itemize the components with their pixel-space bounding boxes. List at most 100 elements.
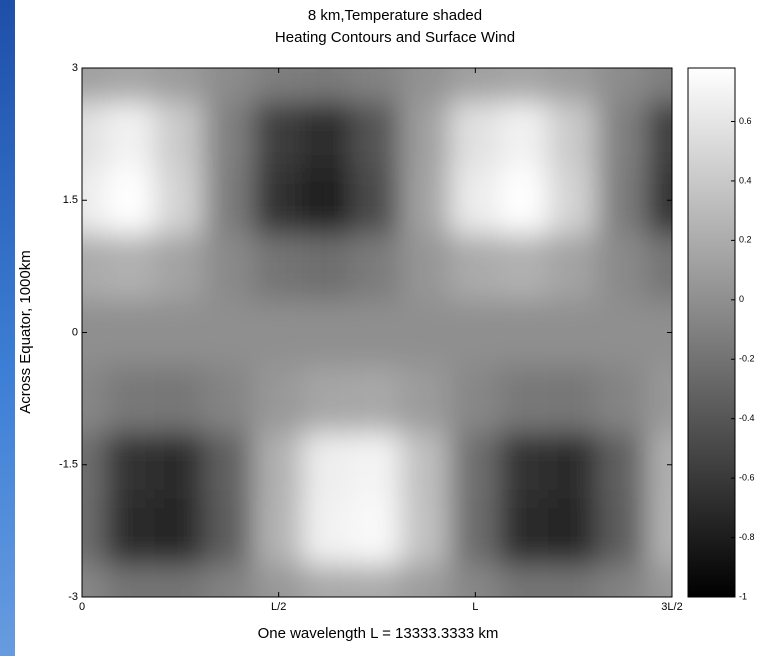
field-cell	[351, 496, 403, 565]
field-cell	[400, 562, 452, 597]
field-cell	[498, 232, 551, 301]
y-tick-label: 0	[72, 326, 78, 338]
y-tick-label: -1.5	[59, 459, 78, 471]
field-cell	[646, 232, 672, 301]
x-axis-label: One wavelength L = 13333.3333 km	[258, 625, 499, 642]
field-cell	[548, 364, 600, 433]
field-cell	[203, 562, 256, 597]
field-cell	[253, 166, 305, 235]
field-cell	[154, 562, 206, 597]
field-cell	[154, 430, 206, 499]
field-cell	[154, 100, 206, 169]
field-cell	[498, 68, 551, 103]
field-cell	[302, 68, 354, 103]
x-tick-label: L	[472, 601, 478, 613]
field-cell	[351, 562, 403, 597]
field-cell	[154, 232, 206, 301]
colorbar-tick-label: -0.8	[739, 532, 755, 542]
field-cell	[646, 364, 672, 433]
field-cell	[498, 496, 551, 565]
field-cell	[253, 562, 305, 597]
field-cell	[203, 68, 256, 103]
field-cell	[548, 68, 600, 103]
field-cell	[154, 166, 206, 235]
field-cell	[597, 68, 649, 103]
field-cell	[105, 364, 157, 433]
y-tick-label: 1.5	[63, 194, 78, 206]
field-cell	[105, 430, 157, 499]
colorbar-tick-label: 0.4	[739, 175, 752, 185]
axes: 0 L/2 L 3L/2 -3 -1.5 0 1.5 3 -1 -0.8 -0.6 -0.4 -0.2 0 0…	[59, 62, 754, 613]
field-cell	[646, 68, 672, 103]
colorbar	[687, 67, 736, 598]
field-cell	[597, 100, 649, 169]
field-cell	[400, 68, 452, 103]
x-tick-label: 0	[79, 601, 85, 613]
field-cell	[203, 298, 256, 367]
field-cell	[302, 496, 354, 565]
field-cell	[302, 298, 354, 367]
field-cell	[154, 496, 206, 565]
field-cell	[105, 166, 157, 235]
field-cell	[253, 232, 305, 301]
chart-title: 8 km,Temperature shaded	[308, 7, 482, 24]
field-cell	[82, 562, 108, 597]
field-cell	[400, 166, 452, 235]
field-cell	[400, 364, 452, 433]
field-cell	[400, 430, 452, 499]
field-cell	[449, 364, 501, 433]
field-cell	[302, 232, 354, 301]
field-cell	[154, 364, 206, 433]
field-cell	[302, 430, 354, 499]
field-cell	[646, 496, 672, 565]
field	[82, 68, 672, 597]
field-cell	[597, 298, 649, 367]
field-cell	[351, 68, 403, 103]
field-cell	[105, 496, 157, 565]
field-cell	[498, 166, 551, 235]
field-cell	[82, 364, 108, 433]
field-cell	[498, 100, 551, 169]
field-cell	[449, 68, 501, 103]
field-cell	[203, 232, 256, 301]
field-cell	[82, 496, 108, 565]
field-cell	[203, 364, 256, 433]
field-cell	[253, 68, 305, 103]
field-cell	[449, 100, 501, 169]
field-cell	[548, 100, 600, 169]
field-cell	[203, 100, 256, 169]
field-cell	[449, 496, 501, 565]
field-cell	[449, 166, 501, 235]
field-cell	[302, 100, 354, 169]
colorbar-tick-label: 0	[739, 294, 744, 304]
field-cell	[548, 166, 600, 235]
x-tick-label: 3L/2	[661, 601, 682, 613]
y-tick-label: -3	[68, 591, 78, 603]
field-cell	[302, 166, 354, 235]
field-cell	[449, 232, 501, 301]
field-cell	[449, 562, 501, 597]
field-cell	[253, 430, 305, 499]
field-cell	[105, 298, 157, 367]
field-cell	[498, 298, 551, 367]
field-cell	[253, 298, 305, 367]
field-cell	[449, 430, 501, 499]
field-cell	[351, 364, 403, 433]
field-cell	[253, 496, 305, 565]
field-cell	[154, 298, 206, 367]
field-cell	[351, 166, 403, 235]
field-cell	[597, 166, 649, 235]
field-cell	[646, 100, 672, 169]
field-cell	[548, 430, 600, 499]
field-cell	[400, 100, 452, 169]
field-cell	[351, 430, 403, 499]
field-cell	[154, 68, 206, 103]
field-cells	[82, 68, 672, 597]
field-cell	[548, 298, 600, 367]
field-cell	[105, 562, 157, 597]
field-cell	[400, 232, 452, 301]
field-cell	[302, 562, 354, 597]
field-cell	[548, 232, 600, 301]
